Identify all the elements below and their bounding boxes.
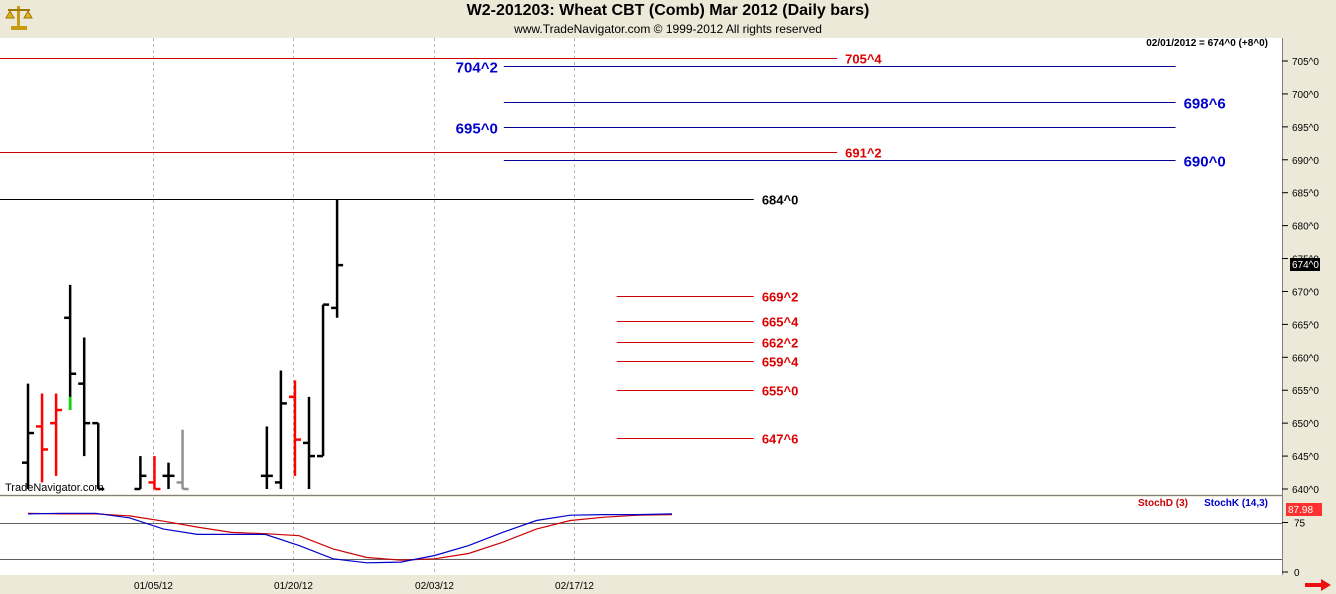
- y-tick-label: 650^0: [1292, 419, 1319, 430]
- watermark: TradeNavigator.com: [5, 482, 104, 494]
- price-bars: [22, 199, 344, 491]
- level-label: 695^0: [456, 121, 498, 138]
- scroll-right-arrow-icon[interactable]: [1303, 578, 1333, 592]
- price-readout: 02/01/2012 = 674^0 (+8^0): [1146, 38, 1268, 49]
- stochastic-lines: [0, 512, 1282, 564]
- y-tick-label: 680^0: [1292, 222, 1319, 233]
- x-tick-label: 02/17/12: [555, 581, 594, 592]
- chart-title: W2-201203: Wheat CBT (Comb) Mar 2012 (Da…: [466, 2, 870, 19]
- y-tick-label: 645^0: [1292, 452, 1319, 463]
- stoch-series-line: [27, 512, 673, 561]
- level-label: 684^0: [762, 193, 799, 208]
- y-tick-label: 75: [1294, 519, 1306, 530]
- y-tick-label: 655^0: [1292, 386, 1319, 397]
- stoch-value-box: [1286, 503, 1322, 516]
- y-tick-label: 670^0: [1292, 287, 1319, 298]
- x-tick-label: 01/05/12: [134, 581, 173, 592]
- chart-subtitle: www.TradeNavigator.com © 1999-2012 All r…: [514, 22, 822, 36]
- level-label: 705^4: [845, 52, 882, 67]
- level-label: 698^6: [1184, 96, 1226, 113]
- level-label: 665^4: [762, 315, 799, 330]
- vertical-gridlines: [153, 38, 575, 575]
- y-tick-label: 695^0: [1292, 123, 1319, 134]
- level-label: 655^0: [762, 384, 799, 399]
- y-tick-label: 640^0: [1292, 485, 1319, 496]
- level-label: 691^2: [845, 146, 882, 161]
- stoch-panel-bg: [0, 497, 1282, 575]
- stoch-value-label: 87.98: [1288, 505, 1313, 516]
- y-tick-label: 690^0: [1292, 156, 1319, 167]
- level-lines: 705^4 704^2 698^6 695^0 691^2 690^0 684^0 669^2…: [0, 52, 1226, 447]
- y-tick-label: 660^0: [1292, 353, 1319, 364]
- price-axis: 705^0700^0695^0690^0685^0680^0675^0670^0…: [1282, 38, 1319, 579]
- y-tick-label: 685^0: [1292, 189, 1319, 200]
- scales-icon: [5, 6, 33, 30]
- level-label: 704^2: [456, 60, 498, 77]
- last-price-label: 674^0: [1292, 260, 1319, 271]
- level-label: 662^2: [762, 336, 799, 351]
- y-tick-label: 0: [1294, 568, 1300, 579]
- stoch-d-legend: StochD (3): [1138, 498, 1188, 509]
- level-label: 690^0: [1184, 154, 1226, 171]
- y-tick-label: 665^0: [1292, 320, 1319, 331]
- x-tick-label: 02/03/12: [415, 581, 454, 592]
- level-label: 659^4: [762, 355, 799, 370]
- x-tick-label: 01/20/12: [274, 581, 313, 592]
- price-panel-bg: [0, 38, 1282, 494]
- y-tick-label: 700^0: [1292, 90, 1319, 101]
- chart-header: W2-201203: Wheat CBT (Comb) Mar 2012 (Da…: [0, 0, 1336, 38]
- y-tick-label: 705^0: [1292, 57, 1319, 68]
- stoch-k-legend: StochK (14,3): [1204, 498, 1268, 509]
- last-price-box: [1290, 258, 1320, 271]
- date-axis: 01/05/12 01/20/12 02/03/12 02/17/12: [134, 581, 594, 592]
- stoch-series-line: [27, 512, 673, 564]
- level-label: 669^2: [762, 290, 799, 305]
- level-label: 647^6: [762, 432, 799, 447]
